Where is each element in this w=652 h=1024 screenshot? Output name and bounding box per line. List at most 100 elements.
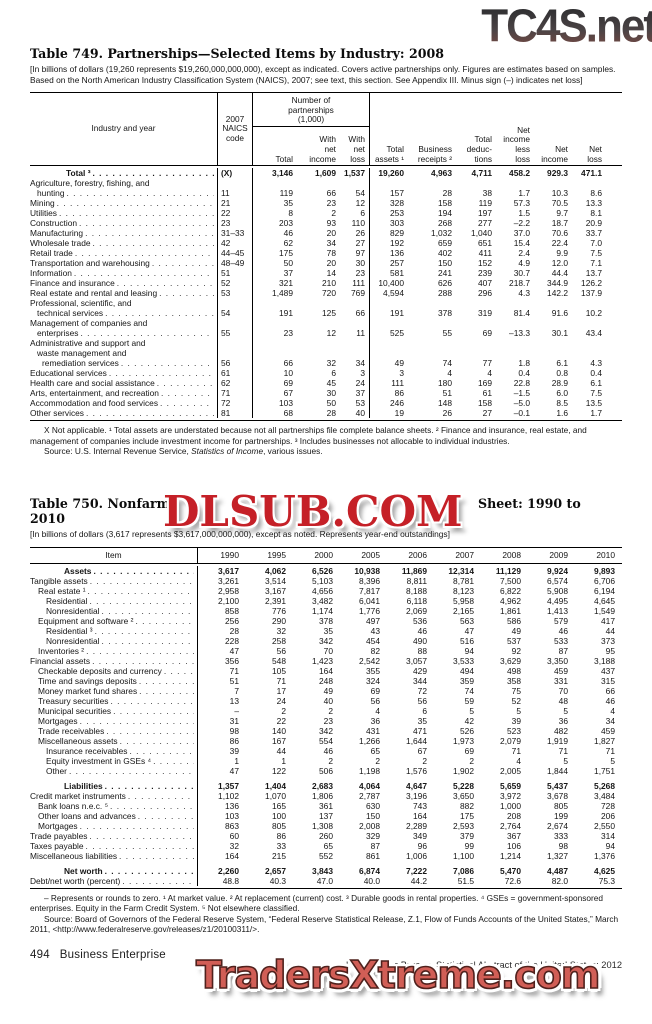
table-cell: 61 xyxy=(482,388,492,399)
table-cell: 3,650 xyxy=(453,791,474,801)
row-label: Residential ³ xyxy=(30,626,198,636)
table-cell: 203 xyxy=(279,218,293,229)
table-cell: 2 xyxy=(375,756,380,766)
table-cell: 257 xyxy=(390,258,404,269)
table-cell: 7,817 xyxy=(359,586,380,596)
table-cell: 66 xyxy=(283,358,293,369)
table-cell: 1,032 xyxy=(431,228,452,239)
dot-leader xyxy=(93,168,215,178)
table-cell: 4 xyxy=(375,706,380,716)
table-cell: 6.0 xyxy=(556,388,568,399)
row-label-text: Residential ³ xyxy=(46,626,93,636)
table-cell: 6,822 xyxy=(500,586,521,596)
table-cell: 728 xyxy=(601,801,615,811)
table-cell: 74 xyxy=(464,686,474,696)
dot-leader xyxy=(152,258,214,268)
table-cell: 344 xyxy=(413,676,427,686)
table749-body: Total ³ (X) 3,146 1,609 1,537 19,260 4,963 4,71… xyxy=(30,166,622,422)
table-cell: 70.6 xyxy=(551,228,568,239)
table750-title-left: Table 750. Nonfarm xyxy=(30,496,170,512)
col-group-number-of-partnerships: Number of partnerships (1,000) xyxy=(253,93,370,128)
dot-leader xyxy=(139,686,194,696)
table-cell: 150 xyxy=(366,811,380,821)
table-cell: 56 xyxy=(218,358,253,369)
col-header-year: 1995 xyxy=(267,550,286,560)
table-cell: 105 xyxy=(272,666,286,676)
table-cell: 197 xyxy=(478,208,492,219)
row-label-text: Assets xyxy=(64,566,92,576)
table749-note: [In billions of dollars (19,260 represen… xyxy=(30,64,616,85)
row-label-text: Debt/net worth (percent) xyxy=(30,876,121,886)
table-cell: 2,008 xyxy=(359,821,380,831)
table-cell: 2 xyxy=(469,756,474,766)
table-cell: 56 xyxy=(276,646,286,656)
table-cell: 2 xyxy=(281,706,286,716)
table-cell: 494 xyxy=(460,666,474,676)
row-label: Educational services xyxy=(30,368,218,379)
row-label-text: Time and savings deposits xyxy=(38,676,137,686)
table-cell xyxy=(408,348,456,358)
table-cell: 516 xyxy=(460,636,474,646)
table749-header: Industry and year 2007 NAICS code Number… xyxy=(30,92,622,167)
table-cell xyxy=(572,298,606,308)
table-cell: 586 xyxy=(507,616,521,626)
row-label: Equipment and software ² xyxy=(30,616,198,626)
table-cell: 2,593 xyxy=(453,821,474,831)
table-cell: 62 xyxy=(283,238,293,249)
table750-source: Source: Board of Governors of the Federa… xyxy=(30,913,619,935)
table-cell: 39 xyxy=(511,716,521,726)
table-cell: 55 xyxy=(442,328,452,339)
table-cell: 497 xyxy=(366,616,380,626)
table-cell: 42 xyxy=(218,238,253,249)
table-cell: 44.4 xyxy=(551,268,568,279)
table-cell: 44 xyxy=(605,626,615,636)
table-cell: 8,188 xyxy=(406,586,427,596)
table-cell: 303 xyxy=(390,218,404,229)
table-cell: 552 xyxy=(319,851,333,861)
col-header-net-income: Net income xyxy=(541,144,568,164)
table-cell: 44–45 xyxy=(218,248,253,259)
table-cell: 8.1 xyxy=(590,208,602,219)
table-cell: 119 xyxy=(478,198,492,209)
table-cell: 429 xyxy=(413,666,427,676)
table-cell: 49 xyxy=(511,626,521,636)
table-cell: 8.5 xyxy=(556,398,568,409)
row-label-text: technical services xyxy=(37,308,104,319)
table-cell: 74 xyxy=(442,358,452,369)
row-label-text: Mining xyxy=(30,198,55,209)
row-label: Other loans and advances xyxy=(30,811,198,821)
table-cell: 0.4 xyxy=(518,368,530,379)
table-cell: 33 xyxy=(276,841,286,851)
table-cell: 158 xyxy=(478,398,492,409)
table-cell: 46 xyxy=(283,228,293,239)
row-label: remediation services xyxy=(30,358,218,369)
table-cell xyxy=(340,178,370,189)
table-cell: 69 xyxy=(370,686,380,696)
table-cell: 6 xyxy=(340,208,370,219)
dot-leader xyxy=(80,328,214,338)
dot-leader xyxy=(160,398,214,408)
table-cell xyxy=(340,298,370,309)
row-label: Mortgages xyxy=(30,716,198,726)
table-cell xyxy=(496,338,534,348)
table-cell: 18.7 xyxy=(551,218,568,229)
table-cell: 122 xyxy=(272,766,286,776)
table-cell: 4,963 xyxy=(431,168,452,179)
table-cell: 3 xyxy=(340,368,370,379)
row-label-text: Administrative and support and xyxy=(30,338,146,349)
row-label-text: Professional, scientific, and xyxy=(30,298,132,309)
table-cell: 37 xyxy=(283,268,293,279)
table-cell xyxy=(297,348,340,358)
table-cell xyxy=(534,348,572,358)
table-cell: 71 xyxy=(229,666,239,676)
row-label-text: enterprises xyxy=(37,328,79,339)
table-cell: – xyxy=(234,706,239,716)
table-cell: 1 xyxy=(234,756,239,766)
table-cell: 72 xyxy=(417,686,427,696)
table-cell: 3,196 xyxy=(406,791,427,801)
table-cell: 27 xyxy=(482,408,492,419)
table750-body: Assets 3,617 4,062 6,526 10,938 11,869 12,314 1… xyxy=(30,564,622,889)
table-cell: 194 xyxy=(438,208,452,219)
table-cell: 1,776 xyxy=(359,606,380,616)
table-cell: 33.7 xyxy=(585,228,602,239)
